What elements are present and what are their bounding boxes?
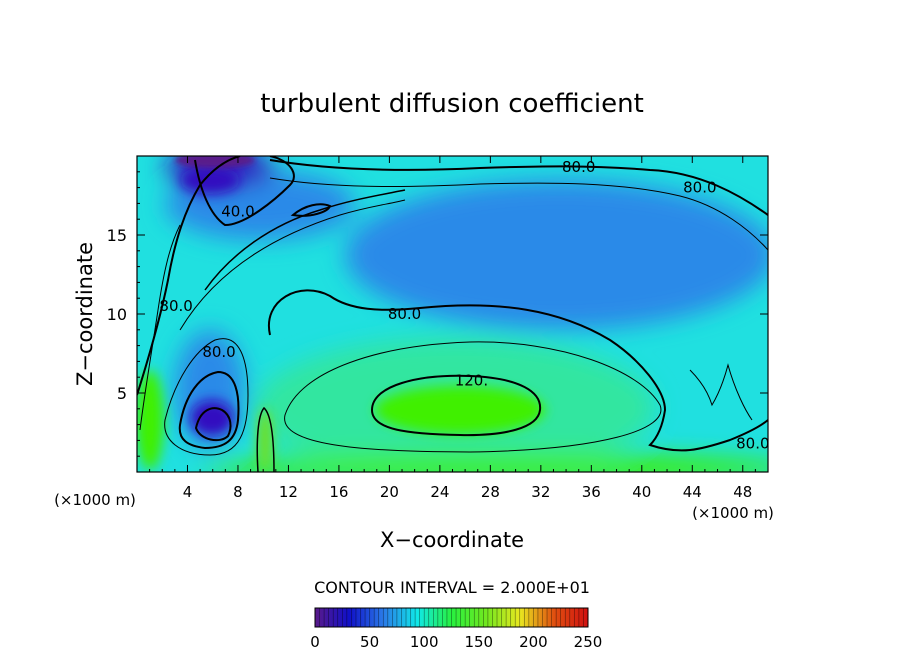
colorbar-tick-label: 50 <box>360 633 379 651</box>
colorbar-frame <box>314 607 589 628</box>
field-left-edge-green <box>137 370 164 470</box>
contour-100 <box>284 341 662 453</box>
field-deep-left <box>190 400 234 436</box>
contour-40-lens <box>290 203 332 217</box>
field-peak <box>375 386 545 434</box>
field-upper-blue <box>345 180 768 330</box>
x-tick-label: 28 <box>481 483 500 501</box>
contour-label: 80.0 <box>683 179 716 197</box>
z-unit-label: (×1000 m) <box>692 504 774 522</box>
contour-40-top <box>194 156 295 227</box>
x-tick-label: 12 <box>279 483 298 501</box>
contour-120 <box>370 374 542 437</box>
field-deep-top <box>180 166 240 194</box>
contour-label: 80.0 <box>159 297 192 315</box>
plot-area <box>137 156 768 472</box>
x-tick-label: 20 <box>380 483 399 501</box>
contour-60-left <box>164 338 249 456</box>
x-axis: 4 8 12 16 20 24 28 32 36 40 44 48 <box>149 156 756 501</box>
contour-label: 120. <box>455 371 488 389</box>
x-tick-label: 16 <box>329 483 348 501</box>
x-unit-label: (×1000 m) <box>54 491 136 509</box>
colorbar-ticks: 0 50 100 150 200 250 <box>310 633 602 651</box>
colorbar-tick-label: 150 <box>464 633 493 651</box>
x-tick-label: 32 <box>531 483 550 501</box>
contour-40-left <box>178 370 240 450</box>
contour-20-left <box>194 407 232 442</box>
x-axis-label: X−coordinate <box>380 528 524 552</box>
contour-left-strands <box>139 224 181 431</box>
contour-60-arm <box>179 199 406 331</box>
contour-lines <box>137 156 768 472</box>
contour-interval-label: CONTOUR INTERVAL = 2.000E+01 <box>314 578 590 597</box>
contour-80-top2 <box>269 177 768 251</box>
y-axis: 5 10 15 <box>107 171 768 457</box>
x-tick-label: 44 <box>683 483 702 501</box>
colorbar-tick-label: 250 <box>574 633 603 651</box>
chart-title: turbulent diffusion coefficient <box>260 89 644 119</box>
x-tick-label: 40 <box>632 483 651 501</box>
y-tick-label: 15 <box>107 226 127 245</box>
contour-label: 80.0 <box>202 343 235 361</box>
contour-80-main <box>267 289 768 452</box>
x-tick-label: 8 <box>233 483 243 501</box>
x-tick-label: 48 <box>733 483 752 501</box>
contour-label: 80.0 <box>736 435 769 453</box>
x-tick-label: 36 <box>582 483 601 501</box>
x-tick-label: 24 <box>430 483 449 501</box>
field-green-sliver <box>257 408 273 472</box>
contour-40-arm <box>204 189 406 291</box>
colorbar-tick-label: 100 <box>410 633 439 651</box>
field-bottom-band <box>200 454 768 472</box>
colorbar: 0 50 100 150 200 250 <box>310 607 602 651</box>
contour-label-layer: 80.0 80.0 40.0 80.0 80.0 80.0 120. 80.0 <box>159 158 769 453</box>
contour-label: 80.0 <box>562 158 595 176</box>
contour-right-wiggle <box>689 363 753 421</box>
contour-label: 40.0 <box>221 202 254 220</box>
y-tick-label: 10 <box>107 305 127 324</box>
colorbar-tick-label: 200 <box>519 633 548 651</box>
y-axis-label: Z−coordinate <box>73 242 97 386</box>
contour-sliver <box>256 406 275 472</box>
colorbar-stripes <box>314 608 589 627</box>
x-tick-label: 4 <box>183 483 193 501</box>
contour-80-top <box>269 159 768 216</box>
contour-label: 80.0 <box>388 305 421 323</box>
y-tick-label: 5 <box>117 384 127 403</box>
colorbar-tick-label: 0 <box>310 633 320 651</box>
